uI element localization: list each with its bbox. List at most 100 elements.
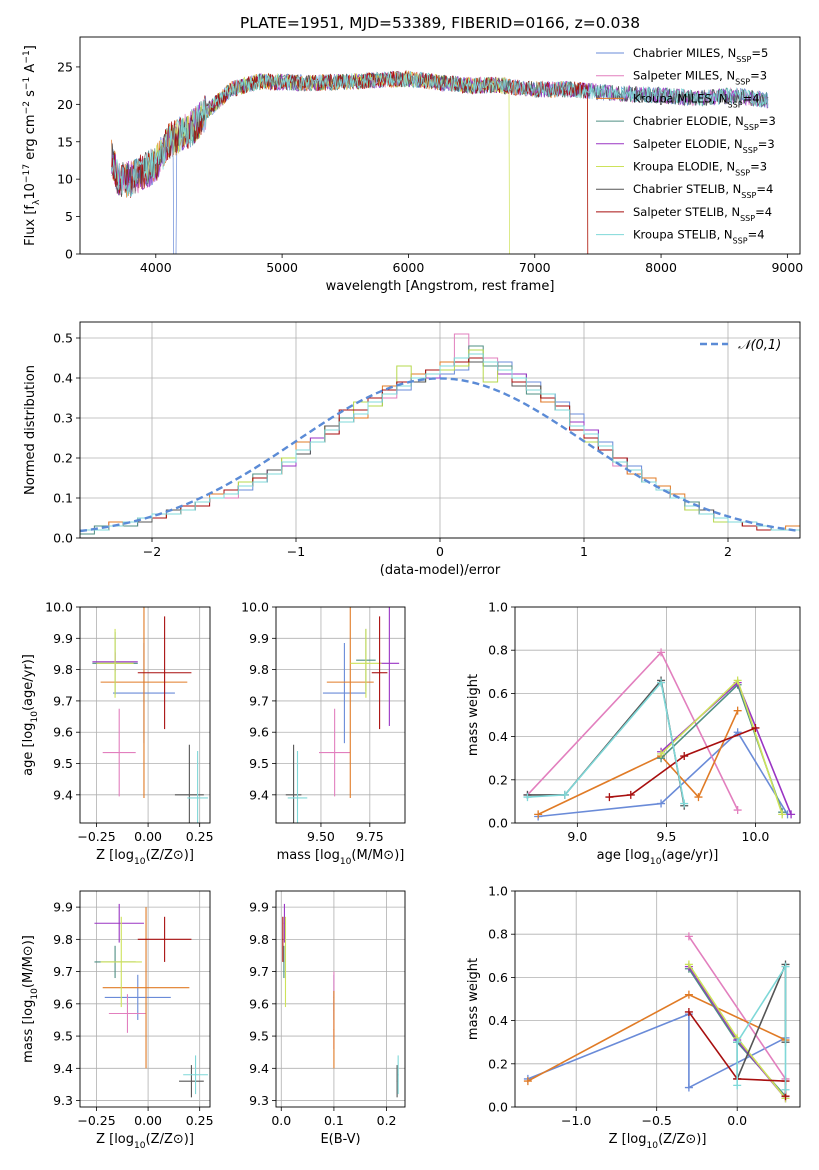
y-tick-label: 9.9 [249,900,269,915]
x-tick-label: 0.2 [377,1113,397,1128]
legend-label: Chabrier MILES, NSSP=5 [633,46,768,64]
series-line [526,651,739,811]
plus-marker [733,1038,742,1047]
x-axis-label: E(B-V) [320,1132,360,1147]
panel-mass_vs_Z: −0.25 0.00 0.25 9.3 9.4 9.5 9.6 9.7 9.8 9.9 Z [log… [21,890,214,1151]
axes-frame [79,36,801,255]
x-tick-label: 0.00 [134,1113,162,1128]
x-tick-label: 0.25 [186,829,214,844]
x-tick-label: −1.0 [561,1113,591,1128]
y-axis-label: mass [log10(M/M⊙)] [21,935,40,1063]
plus-marker [781,1085,790,1094]
x-tick-label: 9.75 [356,829,384,844]
plus-marker [781,962,790,971]
legend-label: 𝒩(0,1) [738,338,781,353]
y-tick-label: 15 [57,134,73,149]
panel-mass_vs_EBV: 0.0 0.1 0.2 9.3 9.4 9.5 9.6 9.7 9.8 9.9 E(B-V) [249,890,406,1147]
y-tick-label: 1.0 [488,600,508,615]
y-tick-label: 0 [65,247,73,262]
y-tick-label: 0.5 [53,331,73,346]
y-tick-label: 0.4 [488,1013,508,1028]
normal-curve [79,377,801,533]
y-tick-label: 0.8 [488,927,508,942]
x-axis-label: Z [log10(Z/Z⊙)] [96,1132,194,1151]
x-tick-label: 0.00 [134,829,162,844]
x-tick-label: 9.5 [656,829,676,844]
series-line [538,731,789,818]
y-tick-label: 9.4 [249,787,269,802]
panel-massweight_vs_age: 9.0 9.5 10.0 0.0 0.2 0.4 0.6 0.8 1.0 age [log10(a… [466,600,801,867]
y-tick-label: 9.7 [53,964,73,979]
y-tick-label: 9.6 [53,996,73,1011]
legend-label: Salpeter STELIB, NSSP=4 [633,205,772,223]
plus-marker [684,1007,693,1016]
plus-marker [657,648,666,657]
plus-marker [733,806,742,815]
y-tick-label: 0.2 [488,772,508,787]
y-axis-label: mass weight [466,958,481,1040]
plus-marker [684,960,693,969]
y-tick-label: 0.4 [53,371,73,386]
panel-age_vs_mass: 9.50 9.75 9.4 9.5 9.6 9.7 9.8 9.9 10.0 mass [log1… [241,600,406,867]
spectrum-line [111,70,589,254]
legend-label: Kroupa STELIB, NSSP=4 [633,228,765,246]
series-line [537,710,739,816]
y-tick-label: 0.3 [53,411,73,426]
y-tick-label: 9.4 [249,1061,269,1076]
y-tick-label: 0.0 [53,531,73,546]
series-line [660,681,792,815]
y-tick-label: 9.9 [249,631,269,646]
x-tick-label: 7000 [519,260,551,275]
plus-marker [787,810,796,819]
series-line [688,935,787,1080]
y-tick-label: 25 [57,59,73,74]
y-axis-label: Flux [fλ10−17 erg cm−2 s−1 A−1] [22,45,42,246]
y-tick-label: 9.4 [53,1061,73,1076]
x-tick-label: 8000 [645,260,677,275]
legend-label: Chabrier STELIB, NSSP=4 [633,182,773,200]
panel-age_vs_Z: −0.25 0.00 0.25 9.4 9.5 9.6 9.7 9.8 9.9 10.0 Z [lo… [21,600,214,868]
y-tick-label: 9.8 [53,662,73,677]
y-tick-label: 0.2 [53,451,73,466]
y-tick-label: 9.5 [249,756,269,771]
legend-label: Kroupa ELODIE, NSSP=3 [633,160,767,178]
x-tick-label: 0 [436,544,444,559]
axes-frame [514,606,801,824]
series-line [736,964,787,1080]
x-axis-label: wavelength [Angstrom, rest frame] [326,279,555,294]
plus-marker [751,723,760,732]
axes-frame [514,890,801,1108]
spectrum-line [111,71,769,197]
plus-marker [778,810,787,819]
plus-marker [684,990,693,999]
y-tick-label: 0.4 [488,729,508,744]
y-tick-label: 0.6 [488,686,508,701]
plus-marker [694,793,703,802]
plus-marker [733,676,742,685]
plus-marker [680,799,689,808]
axes-frame [275,606,406,824]
x-axis-label: (data-model)/error [380,563,501,578]
y-tick-label: 20 [57,97,73,112]
y-tick-label: 9.9 [53,900,73,915]
panel-residuals: −2 −1 0 1 2 0.0 0.1 0.2 0.3 0.4 0.5 (data-model)/er… [23,321,801,578]
figure-title: PLATE=1951, MJD=53389, FIBERID=0166, z=0… [240,14,640,32]
y-tick-label: 9.5 [249,1029,269,1044]
y-tick-label: 9.7 [53,693,73,708]
plus-marker [733,1081,742,1090]
x-axis-label: mass [log10(M/M⊙)] [277,848,405,867]
histogram-step [80,353,800,538]
x-axis-label: Z [log10(Z/Z⊙)] [96,848,194,867]
x-tick-label: −2 [143,544,161,559]
y-tick-label: 0.8 [488,643,508,658]
y-tick-label: 9.7 [249,964,269,979]
x-tick-label: 9.50 [307,829,335,844]
series-line [736,963,787,1090]
x-tick-label: −0.5 [642,1113,672,1128]
plus-marker [657,799,666,808]
y-axis-label: age [log10(age/yr)] [21,654,40,776]
x-tick-label: 0.25 [186,1113,214,1128]
y-tick-label: 10.0 [45,600,73,615]
y-tick-label: 0.6 [488,970,508,985]
